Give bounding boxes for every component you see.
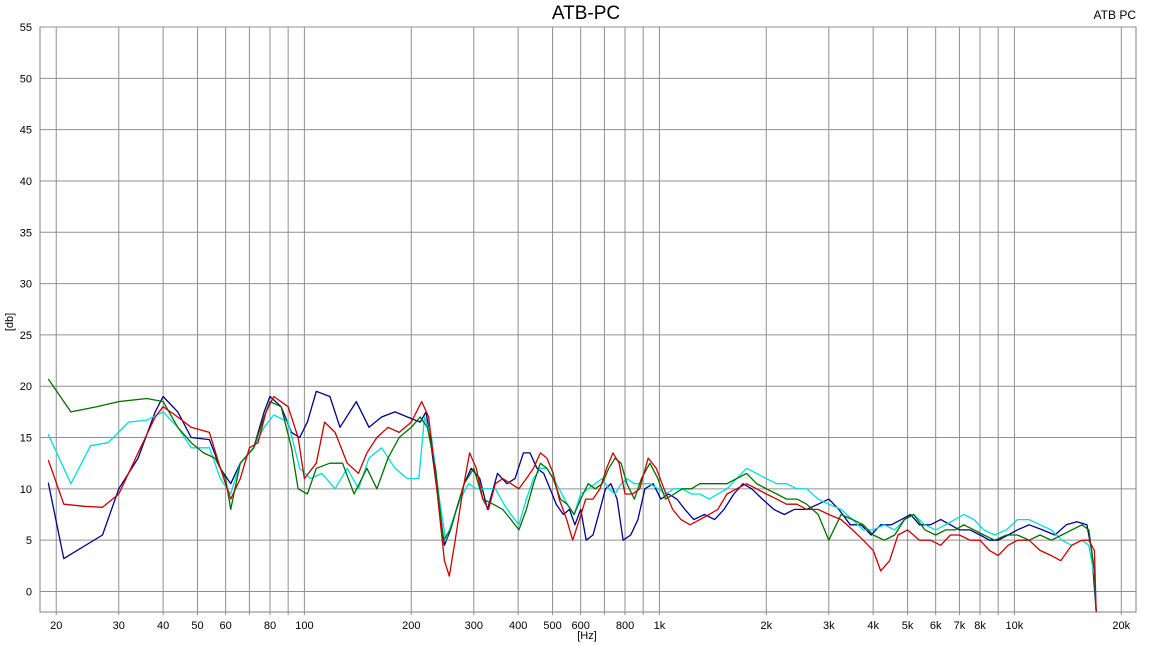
x-tick-label: 4k [867,620,879,632]
x-tick-label: 100 [295,620,313,632]
series-line-3 [47,378,1097,613]
y-tick-label: 20 [20,381,32,393]
x-tick-label: 300 [465,620,483,632]
x-tick-label: 6k [930,620,942,632]
x-tick-label: 500 [543,620,561,632]
y-axis-label: [db] [4,313,16,331]
plot-area [39,26,1137,613]
x-tick-label: 600 [571,620,589,632]
x-axis-label: [Hz] [577,630,597,642]
y-tick-label: 10 [20,484,32,496]
y-tick-label: 5 [26,535,32,547]
x-tick-label: 1k [654,620,666,632]
x-tick-label: 5k [902,620,914,632]
y-tick-label: 40 [20,176,32,188]
x-tick-label: 80 [264,620,276,632]
y-tick-label: 50 [20,73,32,85]
x-tick-label: 400 [509,620,527,632]
x-tick-label: 60 [220,620,232,632]
tick-labels: 0 5 10 15 20 25 30 35 40 45 50 55 20 30 40 50 60 80 100 200… [20,22,1131,632]
series-line-2 [47,411,1097,613]
x-tick-label: 50 [191,620,203,632]
x-tick-label: 3k [823,620,835,632]
series-line-4 [47,395,1097,613]
chart-corner-label: ATB PC [1094,8,1137,22]
x-tick-label: 10k [1006,620,1024,632]
x-tick-label: 20k [1112,620,1130,632]
y-tick-label: 45 [20,125,32,137]
grid-lines [40,26,1136,615]
x-tick-label: 20 [50,620,62,632]
x-tick-label: 800 [616,620,634,632]
series-layer [47,378,1097,613]
y-tick-label: 35 [20,227,32,239]
x-tick-label: 7k [954,620,966,632]
y-tick-label: 15 [20,433,32,445]
y-tick-label: 0 [26,586,32,598]
y-tick-label: 55 [20,22,32,34]
y-tick-label: 30 [20,279,32,291]
chart-title: ATB-PC [552,3,620,24]
x-tick-label: 8k [974,620,986,632]
x-tick-label: 30 [113,620,125,632]
x-tick-label: 40 [157,620,169,632]
x-tick-label: 2k [760,620,772,632]
y-tick-label: 25 [20,330,32,342]
x-tick-label: 200 [402,620,420,632]
series-line-1 [47,390,1097,613]
